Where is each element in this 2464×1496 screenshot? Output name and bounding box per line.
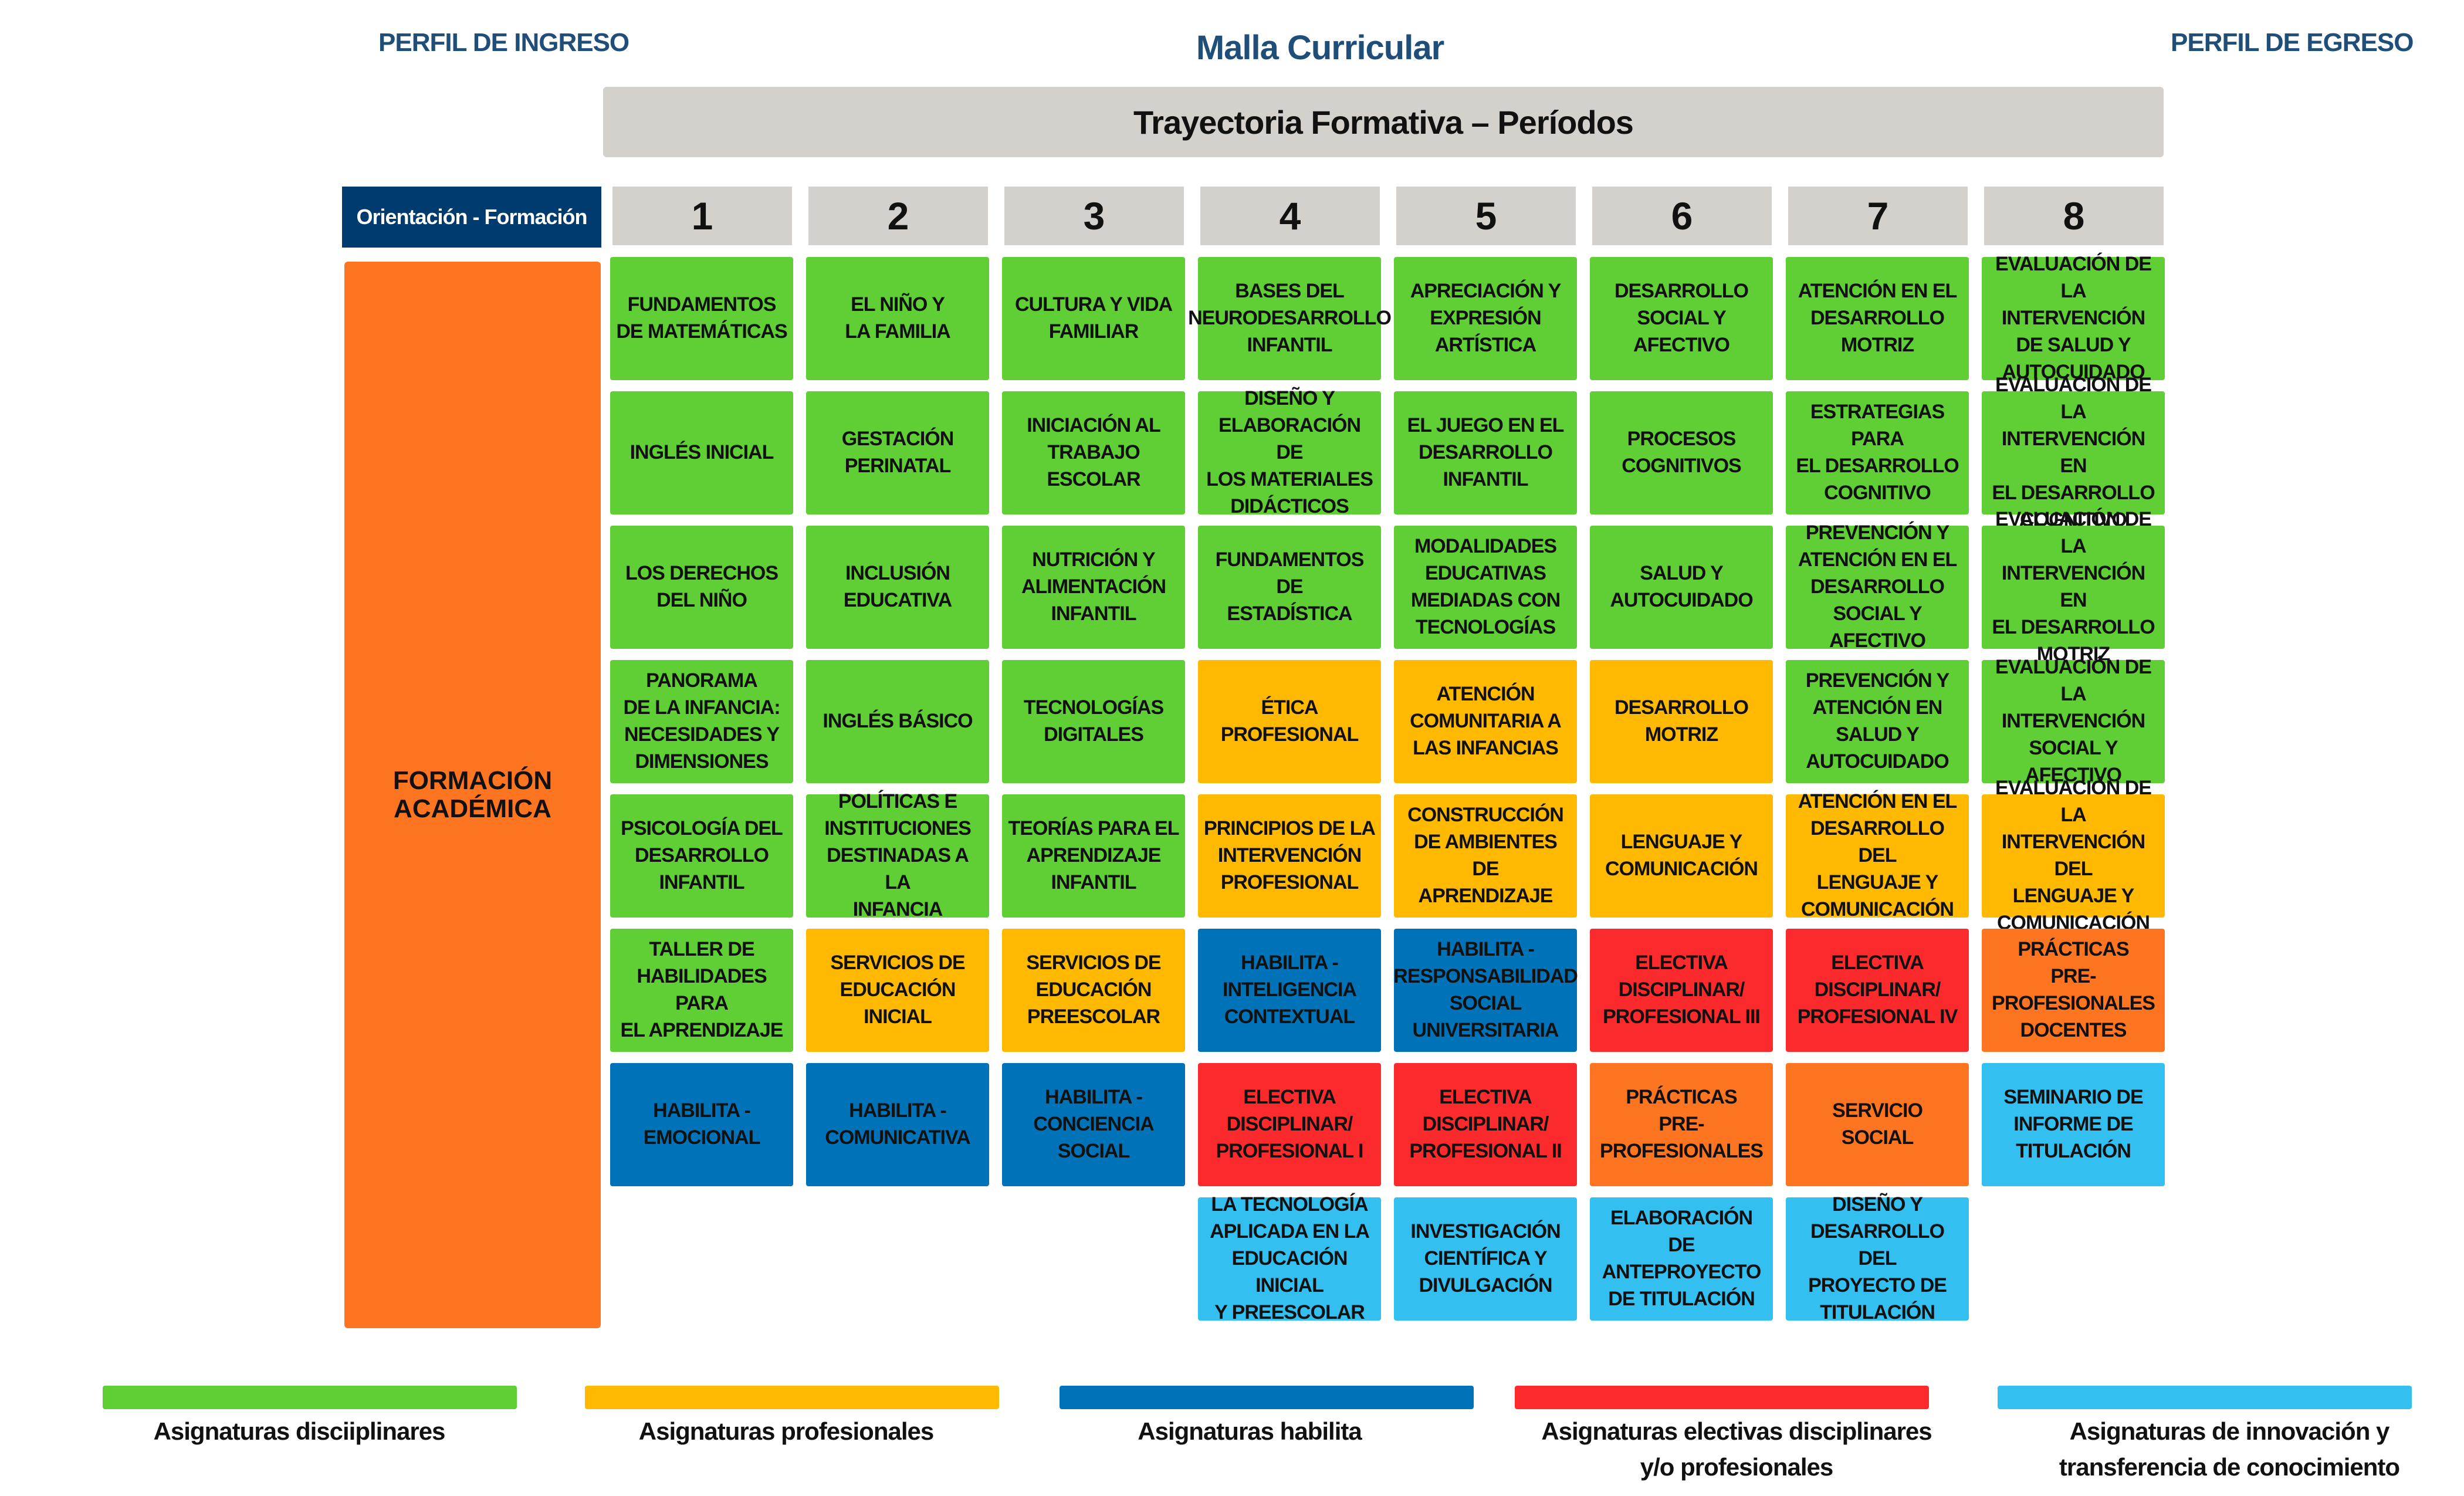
period-header-7: 7 — [1788, 187, 1968, 245]
course-p8-r7: SEMINARIO DE INFORME DE TITULACIÓN — [1982, 1063, 2165, 1186]
course-p5-r2: EL JUEGO EN EL DESARROLLO INFANTIL — [1394, 391, 1577, 515]
course-p7-r4: PREVENCIÓN Y ATENCIÓN EN SALUD Y AUTOCUI… — [1786, 660, 1969, 783]
course-p2-r6: SERVICIOS DE EDUCACIÓN INICIAL — [806, 929, 989, 1052]
course-p7-r1: ATENCIÓN EN EL DESARROLLO MOTRIZ — [1786, 257, 1969, 380]
period-header-5: 5 — [1396, 187, 1576, 245]
period-header-6: 6 — [1592, 187, 1772, 245]
course-p5-r6: HABILITA - RESPONSABILIDAD SOCIAL UNIVER… — [1393, 929, 1578, 1052]
course-p4-r5: PRINCIPIOS DE LA INTERVENCIÓN PROFESIONA… — [1198, 794, 1381, 918]
course-p1-r5: PSICOLOGÍA DEL DESARROLLO INFANTIL — [610, 794, 793, 918]
course-p7-r8: DISEÑO Y DESARROLLO DEL PROYECTO DE TITU… — [1786, 1193, 1969, 1324]
orientation-header: Orientación - Formación — [342, 187, 601, 248]
course-p4-r4: ÉTICA PROFESIONAL — [1198, 660, 1381, 783]
course-p8-r4: EVALUACIÓN DE LA INTERVENCIÓN SOCIAL Y A… — [1982, 656, 2165, 786]
course-p1-r7: HABILITA - EMOCIONAL — [610, 1063, 793, 1186]
legend-swatch-electivas — [1515, 1386, 1929, 1409]
course-p3-r7: HABILITA - CONCIENCIA SOCIAL — [1002, 1063, 1185, 1186]
page-title: Malla Curricular — [1196, 29, 1444, 67]
course-p4-r2: DISEÑO Y ELABORACIÓN DE LOS MATERIALES D… — [1198, 387, 1381, 517]
course-p2-r2: GESTACIÓN PERINATAL — [806, 391, 989, 515]
course-p2-r3: INCLUSIÓN EDUCATIVA — [806, 526, 989, 649]
formacion-academica-block: FORMACIÓN ACADÉMICA — [344, 262, 601, 1328]
period-header-3: 3 — [1004, 187, 1184, 245]
period-header-2: 2 — [808, 187, 988, 245]
course-p2-r7: HABILITA - COMUNICATIVA — [806, 1063, 989, 1186]
course-p3-r6: SERVICIOS DE EDUCACIÓN PREESCOLAR — [1002, 929, 1185, 1052]
course-p3-r5: TEORÍAS PARA EL APRENDIZAJE INFANTIL — [1002, 794, 1185, 918]
perfil-egreso-label: PERFIL DE EGRESO — [2171, 28, 2414, 57]
orientation-label: Orientación - Formación — [356, 205, 587, 229]
course-p7-r2: ESTRATEGIAS PARA EL DESARROLLO COGNITIVO — [1786, 391, 1969, 515]
course-p6-r3: SALUD Y AUTOCUIDADO — [1590, 526, 1773, 649]
course-p7-r5: ATENCIÓN EN EL DESARROLLO DEL LENGUAJE Y… — [1786, 790, 1969, 920]
trajectory-label: Trayectoria Formativa – Períodos — [1133, 103, 1634, 141]
course-p6-r5: LENGUAJE Y COMUNICACIÓN — [1590, 794, 1773, 918]
course-p2-r5: POLÍTICAS E INSTITUCIONES DESTINADAS A L… — [806, 790, 989, 920]
course-p3-r3: NUTRICIÓN Y ALIMENTACIÓN INFANTIL — [1002, 526, 1185, 649]
legend-swatch-innovacion — [1998, 1386, 2412, 1409]
legend-label-electivas: Asignaturas electivas disciplinares y/o … — [1541, 1417, 1932, 1481]
course-p6-r7: PRÁCTICAS PRE-PROFESIONALES — [1590, 1063, 1773, 1186]
course-p5-r8: INVESTIGACIÓN CIENTÍFICA Y DIVULGACIÓN — [1394, 1197, 1577, 1321]
course-p1-r6: TALLER DE HABILIDADES PARA EL APRENDIZAJ… — [610, 929, 793, 1052]
course-p3-r1: CULTURA Y VIDA FAMILIAR — [1002, 257, 1185, 380]
course-p6-r8: ELABORACIÓN DE ANTEPROYECTO DE TITULACIÓ… — [1590, 1197, 1773, 1321]
legend-swatch-disciplinares — [103, 1386, 517, 1409]
course-p6-r6: ELECTIVA DISCIPLINAR/ PROFESIONAL III — [1590, 929, 1773, 1052]
course-p6-r2: PROCESOS COGNITIVOS — [1590, 391, 1773, 515]
course-p8-r2: EVALUACIÓN DE LA INTERVENCIÓN EN EL DESA… — [1982, 374, 2165, 531]
course-p1-r2: INGLÉS INICIAL — [610, 391, 793, 515]
legend-label-disciplinares: Asignaturas disciiplinares — [153, 1417, 446, 1445]
course-p7-r6: ELECTIVA DISCIPLINAR/ PROFESIONAL IV — [1786, 929, 1969, 1052]
course-p5-r5: CONSTRUCCIÓN DE AMBIENTES DE APRENDIZAJE — [1394, 794, 1577, 918]
course-p8-r1: EVALUACIÓN DE LA INTERVENCIÓN DE SALUD Y… — [1982, 253, 2165, 383]
perfil-ingreso-label: PERFIL DE INGRESO — [378, 28, 629, 57]
course-p6-r1: DESARROLLO SOCIAL Y AFECTIVO — [1590, 257, 1773, 380]
course-p1-r1: FUNDAMENTOS DE MATEMÁTICAS — [610, 257, 793, 380]
course-p7-r7: SERVICIO SOCIAL — [1786, 1063, 1969, 1186]
course-p5-r4: ATENCIÓN COMUNITARIA A LAS INFANCIAS — [1394, 660, 1577, 783]
legend-label-habilita: Asignaturas habilita — [1138, 1417, 1362, 1445]
course-p3-r4: TECNOLOGÍAS DIGITALES — [1002, 660, 1185, 783]
course-p4-r7: ELECTIVA DISCIPLINAR/ PROFESIONAL I — [1198, 1063, 1381, 1186]
course-p8-r6: PRÁCTICAS PRE-PROFESIONALES DOCENTES — [1982, 929, 2165, 1052]
legend-label-profesionales: Asignaturas profesionales — [638, 1417, 934, 1445]
course-p4-r1: BASES DEL NEURODESARROLLO INFANTIL — [1188, 257, 1392, 380]
course-p1-r3: LOS DERECHOS DEL NIÑO — [610, 526, 793, 649]
trajectory-banner: Trayectoria Formativa – Períodos — [603, 87, 2164, 157]
course-p4-r3: FUNDAMENTOS DE ESTADÍSTICA — [1198, 526, 1381, 649]
course-p4-r8: LA TECNOLOGÍA APLICADA EN LA EDUCACIÓN I… — [1198, 1193, 1381, 1324]
course-p5-r1: APRECIACIÓN Y EXPRESIÓN ARTÍSTICA — [1394, 257, 1577, 380]
course-p1-r4: PANORAMA DE LA INFANCIA: NECESIDADES Y D… — [610, 660, 793, 783]
course-p6-r4: DESARROLLO MOTRIZ — [1590, 660, 1773, 783]
course-p8-r5: EVALUACIÓN DE LA INTERVENCIÓN DEL LENGUA… — [1982, 777, 2165, 934]
course-p5-r7: ELECTIVA DISCIPLINAR/ PROFESIONAL II — [1394, 1063, 1577, 1186]
course-p3-r2: INICIACIÓN AL TRABAJO ESCOLAR — [1002, 391, 1185, 515]
legend-swatch-habilita — [1060, 1386, 1474, 1409]
course-p5-r3: MODALIDADES EDUCATIVAS MEDIADAS CON TECN… — [1394, 526, 1577, 649]
legend-label-innovacion: Asignaturas de innovación y transferenci… — [2059, 1417, 2400, 1481]
course-p2-r1: EL NIÑO Y LA FAMILIA — [806, 257, 989, 380]
course-p8-r3: EVALUACIÓN DE LA INTERVENCIÓN EN EL DESA… — [1982, 508, 2165, 665]
course-p4-r6: HABILITA - INTELIGENCIA CONTEXTUAL — [1198, 929, 1381, 1052]
period-header-4: 4 — [1200, 187, 1380, 245]
period-header-1: 1 — [612, 187, 792, 245]
period-header-8: 8 — [1984, 187, 2164, 245]
course-p7-r3: PREVENCIÓN Y ATENCIÓN EN EL DESARROLLO S… — [1786, 522, 1969, 652]
formacion-academica-label: FORMACIÓN ACADÉMICA — [392, 766, 553, 823]
course-p2-r4: INGLÉS BÁSICO — [806, 660, 989, 783]
legend-swatch-profesionales — [585, 1386, 999, 1409]
